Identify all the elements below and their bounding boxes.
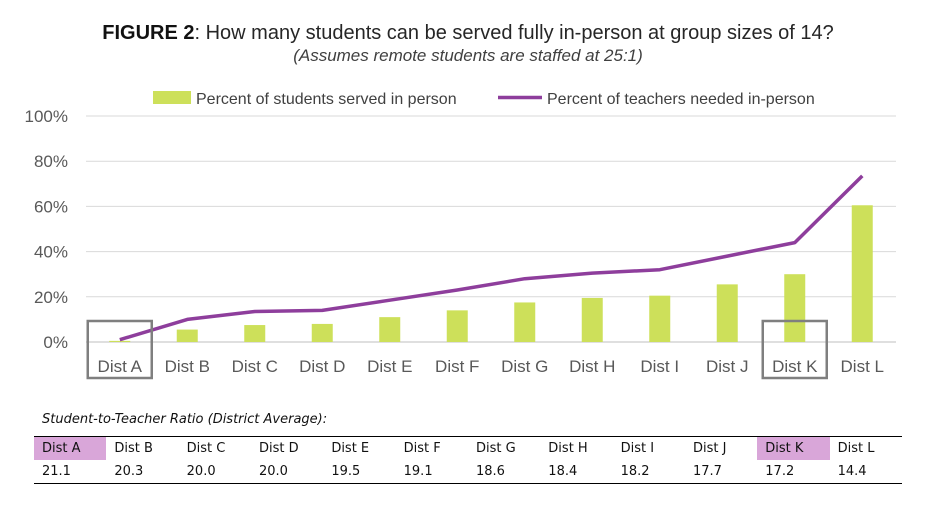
- ratio-value-row: 21.1 20.3 20.0 20.0 19.5 19.1 18.6 18.4 18.2 17.7…: [34, 460, 902, 484]
- ratio-header-cell: Dist K: [757, 436, 830, 460]
- ratio-value-cell: 18.6: [467, 460, 541, 484]
- figure-label: FIGURE 2: [102, 22, 195, 44]
- line-series: [119, 174, 864, 342]
- ratio-header-cell: Dist C: [178, 436, 251, 460]
- chart-legend: Percent of students served in person Per…: [153, 91, 815, 108]
- y-tick-label: 20%: [34, 288, 68, 307]
- ratio-value-cell: 19.5: [323, 460, 396, 484]
- ratio-header-cell: Dist J: [684, 436, 758, 460]
- x-tick-label: Dist H: [569, 357, 615, 376]
- x-tick-label: Dist C: [232, 357, 278, 376]
- y-tick-label: 0%: [43, 333, 68, 352]
- bar: [311, 323, 333, 342]
- ratio-value-cell: 20.3: [106, 460, 179, 484]
- ratio-value-cell: 20.0: [250, 460, 324, 484]
- bar: [379, 317, 401, 342]
- bar: [649, 295, 671, 342]
- category-highlights: [86, 319, 828, 380]
- legend-label-line: Percent of teachers needed in-person: [547, 91, 815, 108]
- ratio-header-cell: Dist H: [540, 436, 613, 460]
- bar: [851, 205, 873, 342]
- ratio-header-cell: Dist B: [106, 436, 179, 460]
- highlight-box: [86, 319, 153, 380]
- ratio-value-cell: 17.7: [684, 460, 758, 484]
- y-axis: 0% 20% 40% 60% 80% 100%: [25, 107, 68, 352]
- x-tick-label: Dist E: [367, 357, 412, 376]
- ratio-header-cell: Dist L: [829, 436, 902, 460]
- bar: [176, 329, 198, 342]
- ratio-value-cell: 14.4: [829, 460, 902, 484]
- bar: [581, 297, 603, 342]
- y-tick-label: 40%: [34, 243, 68, 262]
- x-tick-label: Dist J: [706, 357, 749, 376]
- ratio-value-cell: 21.1: [34, 460, 107, 484]
- x-tick-label: Dist L: [841, 357, 884, 376]
- x-tick-label: Dist G: [501, 357, 548, 376]
- ratio-value-cell: 17.2: [757, 460, 830, 484]
- bar: [784, 274, 806, 342]
- bar: [244, 325, 266, 342]
- ratio-value-cell: 18.4: [540, 460, 613, 484]
- bar: [109, 340, 131, 342]
- x-tick-label: Dist D: [299, 357, 345, 376]
- ratio-header-cell: Dist D: [250, 436, 324, 460]
- y-tick-label: 100%: [25, 107, 68, 126]
- ratio-value-cell: 20.0: [178, 460, 251, 484]
- x-tick-label: Dist F: [435, 357, 479, 376]
- bar: [446, 310, 468, 342]
- bar: [514, 302, 536, 342]
- ratio-header-cell: Dist G: [467, 436, 541, 460]
- y-tick-label: 60%: [34, 197, 68, 216]
- ratio-value-cell: 18.2: [612, 460, 685, 484]
- ratio-header-row: Dist A Dist B Dist C Dist D Dist E Dist F Dist…: [34, 436, 902, 460]
- ratio-header-cell: Dist E: [323, 436, 396, 460]
- highlight-box: [761, 319, 828, 380]
- legend-label-bar: Percent of students served in person: [196, 91, 457, 108]
- x-tick-label: Dist K: [772, 357, 818, 376]
- ratio-table: Dist A Dist B Dist C Dist D Dist E Dist F Dist…: [34, 436, 902, 484]
- ratio-header-cell: Dist A: [34, 436, 107, 460]
- bar-series: [109, 205, 873, 342]
- y-tick-label: 80%: [34, 152, 68, 171]
- legend-swatch-bar: [153, 91, 191, 104]
- grid-lines: [86, 115, 896, 343]
- ratio-header-cell: Dist I: [612, 436, 685, 460]
- title-text: : How many students can be served fully …: [194, 22, 834, 44]
- chart-title: FIGURE 2: How many students can be serve…: [0, 22, 936, 45]
- combo-chart: Percent of students served in person Per…: [25, 91, 896, 380]
- ratio-header-cell: Dist F: [395, 436, 468, 460]
- bar: [716, 284, 738, 342]
- x-tick-label: Dist B: [165, 357, 210, 376]
- x-axis: Dist A Dist B Dist C Dist D Dist E Dist F Dist…: [98, 357, 884, 376]
- ratio-value-cell: 19.1: [395, 460, 468, 484]
- chart-subtitle: (Assumes remote students are staffed at …: [293, 46, 643, 65]
- ratio-table-title: Student-to-Teacher Ratio (District Avera…: [42, 412, 328, 427]
- x-tick-label: Dist A: [98, 357, 143, 376]
- x-tick-label: Dist I: [640, 357, 679, 376]
